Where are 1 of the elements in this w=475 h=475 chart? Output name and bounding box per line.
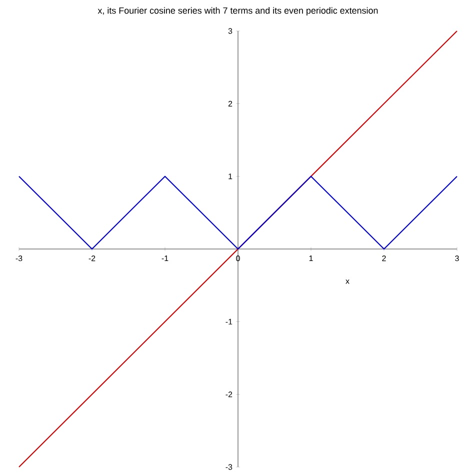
chart-title: x, its Fourier cosine series with 7 terms and its even periodic extension	[98, 7, 378, 16]
